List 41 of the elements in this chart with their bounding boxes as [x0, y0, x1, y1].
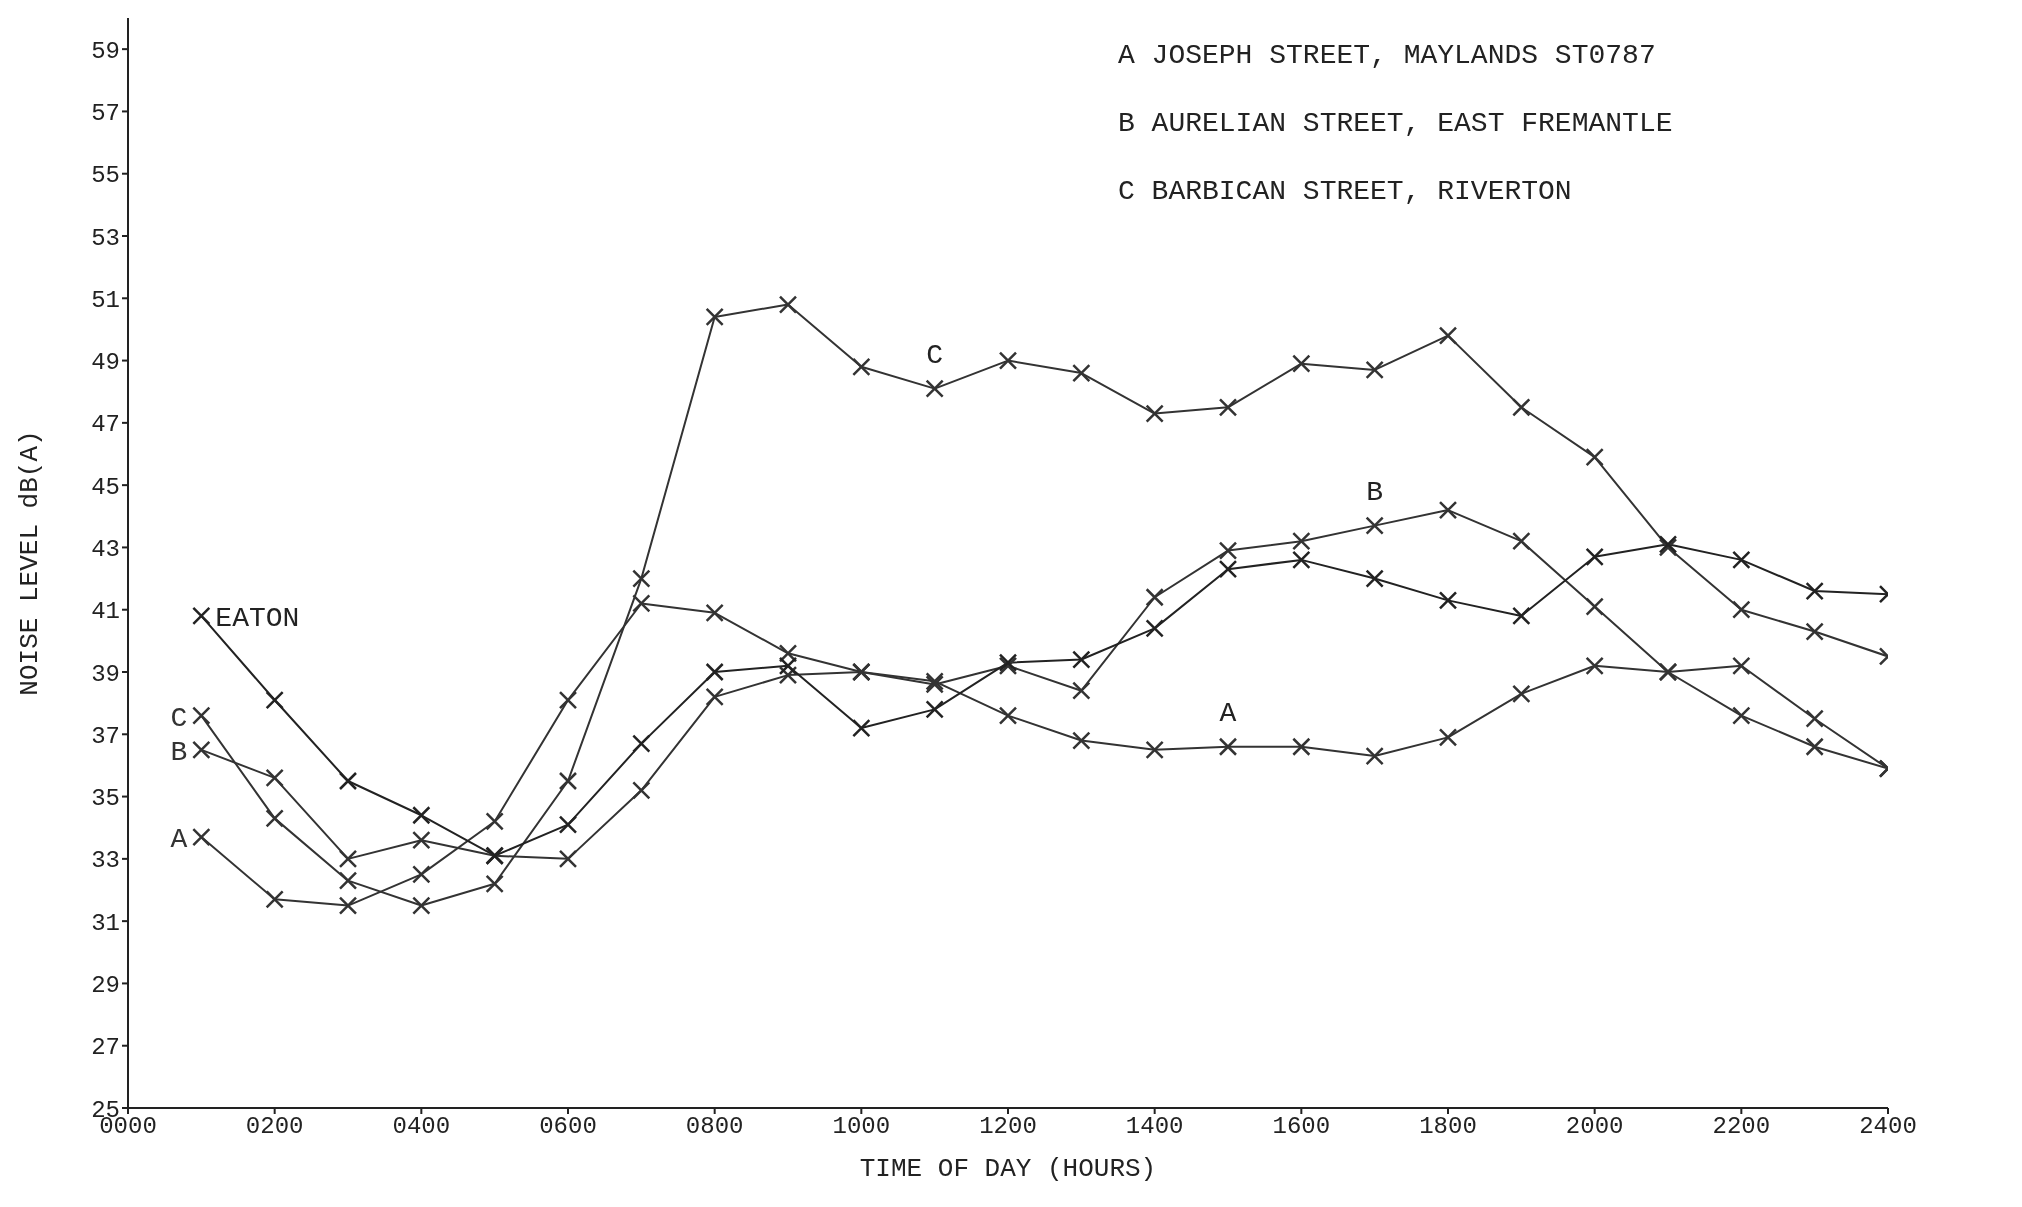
y-tick-label: 57 [91, 99, 120, 127]
annotation: A [1219, 697, 1237, 729]
y-tick-label: 45 [91, 473, 120, 501]
y-tick-label: 33 [91, 847, 120, 875]
x-tick-label: 1000 [832, 1113, 891, 1141]
annotation: C BARBICAN STREET, RIVERTON [1118, 175, 1573, 209]
y-tick-label: 37 [91, 722, 120, 750]
x-tick-label: 0200 [245, 1113, 304, 1141]
x-tick-label: 0400 [392, 1113, 451, 1141]
y-tick-label: 35 [91, 785, 120, 813]
annotation: B AURELIAN STREET, EAST FREMANTLE [1118, 107, 1673, 141]
y-tick-label: 47 [91, 411, 120, 439]
x-tick-label: 1400 [1125, 1113, 1184, 1141]
series-label: A [170, 824, 188, 855]
y-tick-label: 53 [91, 224, 120, 252]
x-tick-label: 1800 [1419, 1113, 1477, 1141]
series-label: B [170, 736, 188, 768]
y-tick-label: 55 [91, 162, 120, 190]
x-tick-label: 0800 [685, 1113, 744, 1141]
annotation: B [1366, 476, 1384, 508]
annotation: A JOSEPH STREET, MAYLANDS ST0787 [1118, 39, 1657, 73]
annotation: C [926, 339, 944, 371]
x-tick-label: 1600 [1272, 1113, 1331, 1141]
x-tick-label: 1200 [979, 1113, 1037, 1141]
x-tick-label: 2000 [1565, 1113, 1624, 1141]
y-tick-label: 31 [91, 909, 120, 937]
y-tick-label: 51 [91, 286, 120, 314]
y-tick-label: 39 [91, 660, 120, 688]
series-label: C [170, 702, 188, 734]
y-tick-label: 59 [91, 37, 120, 65]
y-tick-label: 41 [91, 598, 120, 626]
y-tick-label: 43 [91, 535, 120, 563]
y-tick-label: 49 [91, 349, 120, 377]
y-tick-label: 29 [91, 971, 120, 999]
x-tick-label: 2400 [1859, 1113, 1917, 1141]
x-tick-label: 0600 [539, 1113, 597, 1141]
x-tick-label: 2200 [1712, 1113, 1771, 1141]
x-axis-title: TIME OF DAY (HOURS) [859, 1154, 1157, 1184]
series-label: EATON [215, 602, 300, 634]
y-axis-title: NOISE LEVEL dB(A) [15, 430, 46, 696]
y-tick-label: 27 [91, 1034, 120, 1062]
